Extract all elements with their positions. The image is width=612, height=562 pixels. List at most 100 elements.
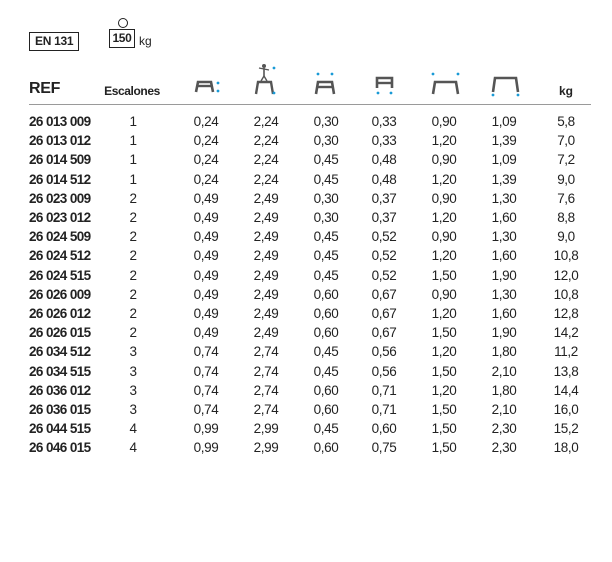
table-row: 26 024 509 2 0,49 2,49 0,45 0,52 0,90 1,30 9,0 bbox=[0, 227, 612, 246]
step-height-cell: 0,99 bbox=[193, 440, 219, 456]
ref-cell: 26 024 512 bbox=[29, 248, 91, 264]
base-width-cell: 1,20 bbox=[431, 306, 457, 321]
base-depth-icon bbox=[491, 76, 520, 97]
steps-cell: 3 bbox=[129, 402, 137, 417]
ref-cell: 26 026 015 bbox=[29, 325, 91, 341]
ref-cell: 26 034 512 bbox=[29, 344, 91, 360]
weight-cell: 15,2 bbox=[553, 421, 579, 437]
base-depth-cell: 1,30 bbox=[491, 229, 517, 245]
platform-depth-cell: 0,52 bbox=[371, 267, 397, 283]
step-height-cell: 0,49 bbox=[193, 286, 219, 302]
reach-height-cell: 2,74 bbox=[253, 402, 279, 417]
platform-width-cell: 0,30 bbox=[313, 133, 339, 149]
step-height-cell: 0,49 bbox=[193, 306, 219, 321]
table-row: 26 014 512 1 0,24 2,24 0,45 0,48 1,20 1,39 9,0 bbox=[0, 170, 612, 189]
reach-height-cell: 2,74 bbox=[253, 363, 279, 379]
base-depth-cell: 1,09 bbox=[491, 152, 517, 168]
table-row: 26 026 012 2 0,49 2,49 0,60 0,67 1,20 1,60 12,8 bbox=[0, 304, 612, 323]
ref-cell: 26 036 015 bbox=[29, 402, 91, 417]
platform-width-cell: 0,60 bbox=[313, 306, 339, 321]
step-height-cell: 0,74 bbox=[193, 402, 219, 417]
base-width-cell: 1,50 bbox=[431, 267, 457, 283]
table-row: 26 023 012 2 0,49 2,49 0,30 0,37 1,20 1,60 8,8 bbox=[0, 208, 612, 227]
steps-cell: 2 bbox=[129, 306, 137, 321]
platform-depth-cell: 0,71 bbox=[371, 402, 397, 417]
step-height-cell: 0,49 bbox=[193, 267, 219, 283]
platform-depth-cell: 0,75 bbox=[371, 440, 397, 456]
weight-cell: 9,0 bbox=[557, 171, 575, 187]
ref-cell: 26 023 009 bbox=[29, 190, 91, 206]
base-depth-cell: 1,60 bbox=[491, 306, 517, 321]
platform-depth-cell: 0,33 bbox=[371, 114, 397, 129]
reach-height-cell: 2,24 bbox=[253, 171, 279, 187]
column-header-ref: REF bbox=[29, 80, 61, 97]
base-width-cell: 0,90 bbox=[431, 152, 457, 168]
steps-cell: 1 bbox=[129, 133, 137, 149]
weight-cell: 12,8 bbox=[553, 306, 579, 321]
platform-depth-cell: 0,56 bbox=[371, 363, 397, 379]
platform-width-cell: 0,30 bbox=[313, 114, 339, 129]
platform-width-cell: 0,60 bbox=[313, 440, 339, 456]
platform-depth-cell: 0,67 bbox=[371, 286, 397, 302]
weight-cell: 12,0 bbox=[553, 267, 579, 283]
steps-cell: 2 bbox=[129, 190, 137, 206]
platform-depth-cell: 0,71 bbox=[371, 382, 397, 398]
base-depth-cell: 1,60 bbox=[491, 210, 517, 225]
reach-height-cell: 2,24 bbox=[253, 133, 279, 149]
steps-cell: 3 bbox=[129, 382, 137, 398]
base-width-cell: 0,90 bbox=[431, 286, 457, 302]
platform-width-cell: 0,45 bbox=[313, 421, 339, 437]
reach-height-cell: 2,49 bbox=[253, 325, 279, 341]
weight-cell: 14,4 bbox=[553, 382, 579, 398]
table-row: 26 023 009 2 0,49 2,49 0,30 0,37 0,90 1,30 7,6 bbox=[0, 189, 612, 208]
ref-cell: 26 024 509 bbox=[29, 229, 91, 245]
steps-cell: 3 bbox=[129, 344, 137, 360]
platform-width-icon bbox=[314, 72, 336, 95]
base-width-cell: 1,50 bbox=[431, 402, 457, 417]
step-height-cell: 0,24 bbox=[193, 152, 219, 168]
reach-height-cell: 2,24 bbox=[253, 152, 279, 168]
table-row: 26 044 515 4 0,99 2,99 0,45 0,60 1,50 2,30 15,2 bbox=[0, 419, 612, 438]
platform-depth-cell: 0,48 bbox=[371, 152, 397, 168]
steps-cell: 4 bbox=[129, 421, 137, 437]
reach-height-cell: 2,49 bbox=[253, 229, 279, 245]
weight-cell: 10,8 bbox=[553, 248, 579, 264]
weight-cell: 8,8 bbox=[557, 210, 575, 225]
column-header-steps: Escalones bbox=[104, 84, 160, 98]
table-row: 26 034 512 3 0,74 2,74 0,45 0,56 1,20 1,80 11,2 bbox=[0, 342, 612, 361]
base-width-cell: 1,20 bbox=[431, 248, 457, 264]
step-height-cell: 0,74 bbox=[193, 382, 219, 398]
base-width-cell: 1,20 bbox=[431, 133, 457, 149]
ref-cell: 26 026 009 bbox=[29, 286, 91, 302]
step-height-cell: 0,74 bbox=[193, 363, 219, 379]
base-depth-cell: 2,10 bbox=[491, 402, 517, 417]
base-depth-cell: 1,30 bbox=[491, 286, 517, 302]
platform-depth-cell: 0,52 bbox=[371, 248, 397, 264]
table-row: 26 013 009 1 0,24 2,24 0,30 0,33 0,90 1,09 5,8 bbox=[0, 112, 612, 131]
step-height-cell: 0,49 bbox=[193, 190, 219, 206]
weight-cell: 16,0 bbox=[553, 402, 579, 417]
reach-height-cell: 2,49 bbox=[253, 267, 279, 283]
step-height-cell: 0,24 bbox=[193, 114, 219, 129]
platform-width-cell: 0,30 bbox=[313, 210, 339, 225]
platform-width-cell: 0,45 bbox=[313, 229, 339, 245]
base-depth-cell: 1,90 bbox=[491, 325, 517, 341]
reach-height-cell: 2,49 bbox=[253, 248, 279, 264]
base-depth-cell: 1,39 bbox=[491, 133, 517, 149]
weight-cell: 9,0 bbox=[557, 229, 575, 245]
step-height-cell: 0,49 bbox=[193, 248, 219, 264]
weight-cell: 14,2 bbox=[553, 325, 579, 341]
platform-width-cell: 0,60 bbox=[313, 325, 339, 341]
base-width-cell: 0,90 bbox=[431, 190, 457, 206]
reach-height-cell: 2,99 bbox=[253, 440, 279, 456]
step-height-cell: 0,99 bbox=[193, 421, 219, 437]
ref-cell: 26 046 015 bbox=[29, 440, 91, 456]
table-row: 26 026 015 2 0,49 2,49 0,60 0,67 1,50 1,90 14,2 bbox=[0, 323, 612, 342]
ref-cell: 26 023 012 bbox=[29, 210, 91, 225]
reach-height-cell: 2,24 bbox=[253, 114, 279, 129]
weight-icon: 150 bbox=[109, 18, 149, 52]
base-depth-cell: 1,39 bbox=[491, 171, 517, 187]
table-row: 26 024 515 2 0,49 2,49 0,45 0,52 1,50 1,90 12,0 bbox=[0, 266, 612, 285]
ref-cell: 26 014 509 bbox=[29, 152, 91, 168]
steps-cell: 3 bbox=[129, 363, 137, 379]
